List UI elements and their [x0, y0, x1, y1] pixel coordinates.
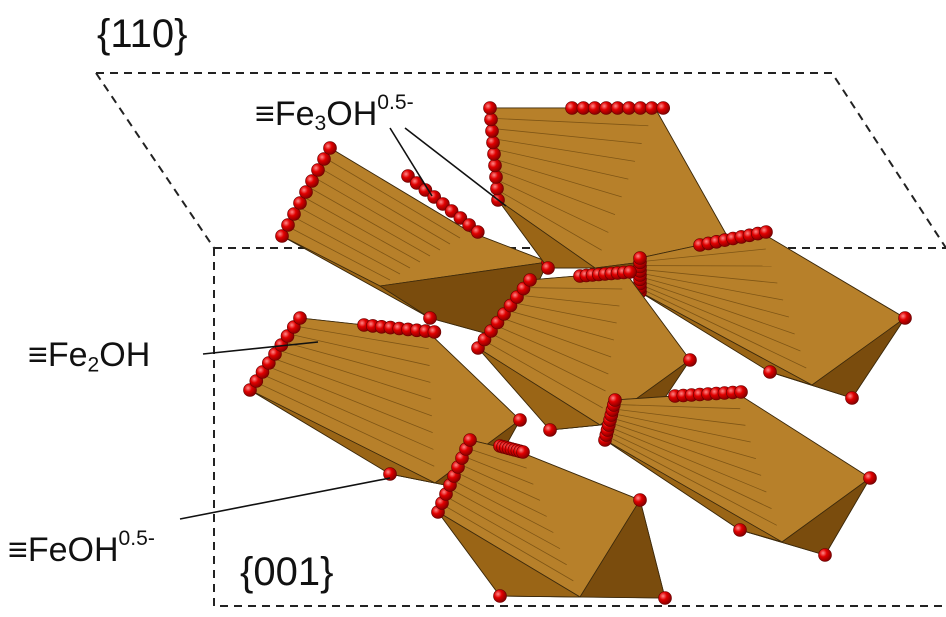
- oxygen-atom: [517, 446, 530, 459]
- oxygen-atom: [487, 136, 500, 149]
- site-label-fe3oh: ≡Fe3OH0.5-: [255, 92, 414, 134]
- oxygen-atom: [488, 148, 501, 161]
- oxygen-atom: [611, 102, 624, 115]
- oxygen-atom: [634, 252, 647, 265]
- oxygen-atom: [734, 524, 747, 537]
- oxygen-atom: [542, 262, 555, 275]
- octahedra-layer: [244, 102, 912, 605]
- face-110-left-edge: [96, 73, 214, 248]
- oxygen-atom: [588, 102, 601, 115]
- oxygen-atom: [324, 142, 337, 155]
- oxygen-atom: [657, 102, 670, 115]
- site-label-feoh: ≡FeOH0.5-: [8, 528, 155, 567]
- oxygen-atom: [485, 113, 498, 126]
- face-001-label: {001}: [240, 552, 333, 592]
- oxygen-atom: [634, 494, 647, 507]
- oxygen-atom: [819, 549, 832, 562]
- oxygen-atom: [864, 472, 877, 485]
- site-label-fe2oh: ≡Fe2OH: [28, 338, 150, 375]
- oxygen-atom: [600, 102, 613, 115]
- oxygen-atom: [634, 102, 647, 115]
- oxygen-atom: [735, 386, 748, 399]
- oxygen-atom: [424, 312, 437, 325]
- oxygen-atom: [645, 102, 658, 115]
- oxygen-atom: [684, 354, 697, 367]
- oxygen-atom: [544, 424, 557, 437]
- oxygen-atom: [490, 171, 503, 184]
- oxygen-atom: [609, 394, 622, 407]
- oxygen-atom: [494, 590, 507, 603]
- oxygen-atom: [624, 266, 637, 279]
- oxygen-atom: [514, 414, 527, 427]
- oxygen-atom: [471, 226, 484, 239]
- oxygen-atom: [760, 226, 773, 239]
- oxygen-atom: [491, 182, 504, 195]
- oxygen-atom: [623, 102, 636, 115]
- oxygen-atom: [577, 102, 590, 115]
- leader-line-feoh: [180, 478, 390, 519]
- oxygen-atom: [899, 312, 912, 325]
- oxygen-atom: [484, 102, 497, 115]
- oxygen-atom: [659, 592, 672, 605]
- oxygen-atom: [566, 102, 579, 115]
- face-110-label: {110}: [97, 14, 188, 54]
- oxygen-atom: [846, 392, 859, 405]
- oxygen-atom: [524, 274, 537, 287]
- oxygen-atom: [764, 366, 777, 379]
- oxygen-atom: [294, 312, 307, 325]
- oxygen-atom: [464, 434, 477, 447]
- oxygen-atom: [428, 326, 441, 339]
- oxygen-atom: [489, 159, 502, 172]
- oxygen-atom: [486, 125, 499, 138]
